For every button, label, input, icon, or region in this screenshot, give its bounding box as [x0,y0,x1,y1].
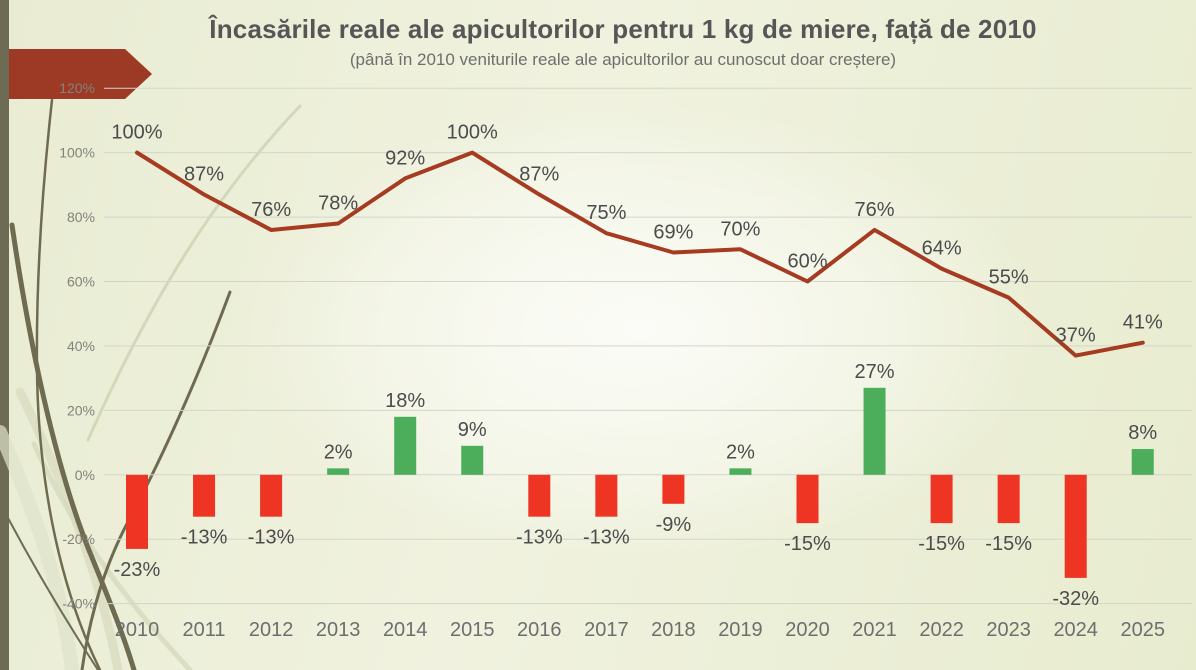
line-label-2019: 70% [720,218,760,240]
line-label-2023: 55% [989,267,1029,289]
bar-label-2010: -23% [114,559,161,581]
line-label-2021: 76% [855,199,895,221]
x-axis-label-2012: 2012 [249,619,294,641]
bar-2011 [193,474,216,517]
bar-label-2020: -15% [784,533,831,555]
line-label-2022: 64% [922,238,962,260]
y-axis-tick-label: 100% [59,145,95,161]
income-line-series [135,150,1145,358]
bar-2023 [997,474,1020,524]
bar-label-2024: -32% [1052,588,1099,610]
bar-label-2014: 18% [385,390,425,412]
bar-2017 [595,474,618,517]
line-label-2024: 37% [1056,325,1096,347]
x-axis-label-2023: 2023 [986,619,1031,641]
bar-2012 [260,474,283,517]
y-axis-tick-label: 60% [67,273,95,289]
line-label-2020: 60% [787,250,827,272]
bar-label-2022: -15% [918,533,965,555]
bar-2013 [327,468,350,475]
bar-2019 [729,468,752,475]
x-axis-label-2017: 2017 [584,619,629,641]
line-label-2011: 87% [184,164,224,186]
bar-2020 [796,474,819,524]
bar-2010 [126,474,148,549]
x-axis-label-2014: 2014 [383,619,428,641]
line-label-2013: 78% [318,193,358,215]
y-axis-tick-label: 0% [75,467,95,483]
line-label-2025: 41% [1123,312,1163,334]
x-axis-label-2018: 2018 [651,619,696,641]
bar-2014 [394,416,417,475]
x-axis-label-2020: 2020 [785,619,830,641]
bar-2018 [662,474,685,504]
x-axis-label-2011: 2011 [183,619,226,641]
x-axis-label-2025: 2025 [1121,619,1166,641]
bar-label-2011: -13% [181,527,228,549]
bar-label-2019: 2% [726,441,755,463]
bar-label-2023: -15% [985,533,1032,555]
line-label-2014: 92% [385,147,425,169]
bar-2022 [930,474,953,524]
bar-label-2012: -13% [248,527,295,549]
line-label-2015: 100% [447,122,498,144]
y-axis-tick-label: 40% [67,338,95,354]
chart-subtitle: (până în 2010 veniturile reale ale apicu… [349,50,897,69]
x-axis-label-2016: 2016 [517,619,562,641]
x-axis-label-2013: 2013 [316,619,361,641]
line-label-2017: 75% [586,202,626,224]
bar-label-2015: 9% [458,419,487,441]
line-label-2016: 87% [519,164,559,186]
line-label-2018: 69% [653,222,693,244]
line-label-2010: 100% [111,122,162,144]
bar-2025 [1131,449,1154,475]
bar-2024 [1064,474,1087,578]
bar-label-2013: 2% [324,441,353,463]
x-axis-label-2010: 2010 [115,619,160,641]
x-axis-label-2022: 2022 [919,619,964,641]
bar-label-2016: -13% [516,527,563,549]
chart-title: Încasările reale ale apicultorilor pentr… [209,14,1037,44]
bar-label-2025: 8% [1128,422,1157,444]
bar-label-2018: -9% [656,514,692,536]
bar-2016 [528,474,551,517]
bar-2021 [863,387,886,475]
x-axis-label-2021: 2021 [852,619,897,641]
chart-header: Încasările reale ale apicultorilor pentr… [60,14,1186,70]
y-axis-tick-label: -20% [62,531,95,547]
y-axis-tick-label: 20% [67,402,95,418]
bar-2015 [461,445,484,475]
y-axis-tick-label: 80% [67,209,95,225]
x-axis-label-2015: 2015 [450,619,495,641]
y-axis-tick-label: 120% [59,80,95,96]
x-axis-label-2024: 2024 [1053,619,1098,641]
line-label-2012: 76% [251,199,291,221]
x-axis-label-2019: 2019 [718,619,763,641]
bar-label-2021: 27% [855,361,895,383]
bar-label-2017: -13% [583,527,630,549]
y-axis-tick-label: -40% [62,596,95,612]
